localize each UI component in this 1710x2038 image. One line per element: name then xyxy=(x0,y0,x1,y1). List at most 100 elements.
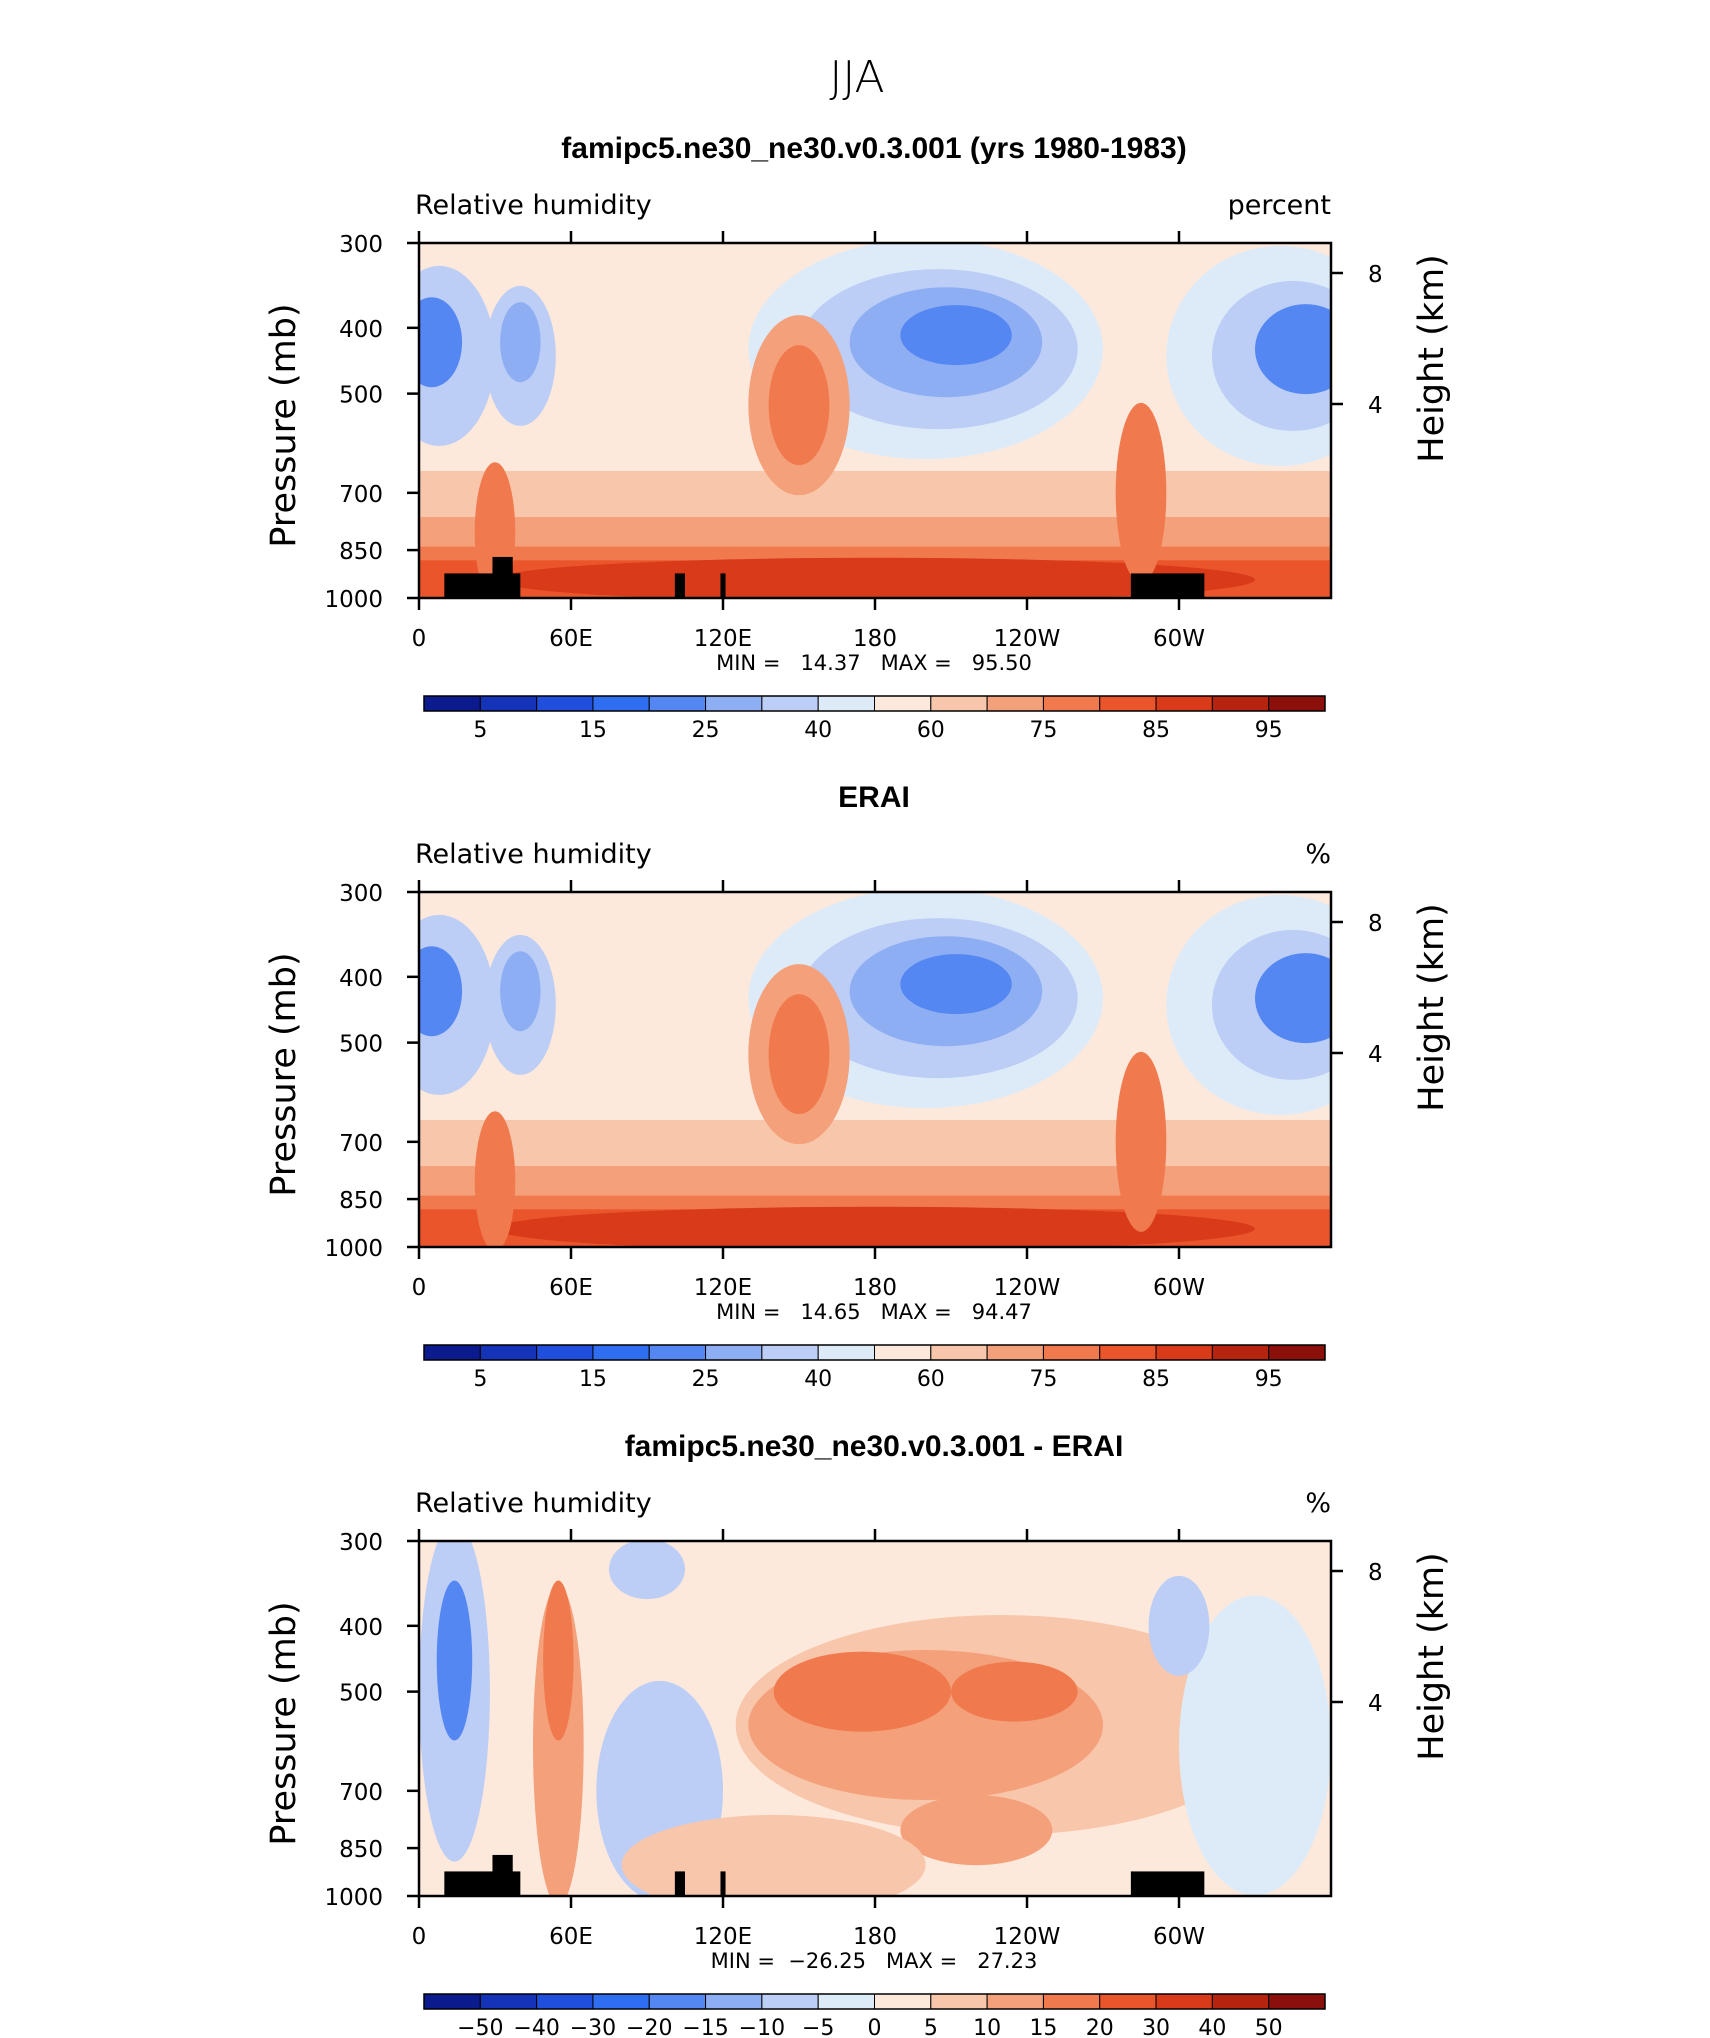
y-tick-label: 1000 xyxy=(324,1236,383,1262)
y-right-tick-label: 8 xyxy=(1368,1560,1383,1586)
positive-region xyxy=(951,1661,1078,1722)
colorbar-swatch xyxy=(1211,695,1270,712)
topography-mask xyxy=(1130,573,1205,598)
colorbar-swatch xyxy=(648,695,707,712)
colorbar-label: 30 xyxy=(1142,2016,1170,2038)
dry-region-atlantic xyxy=(1255,953,1331,1044)
y-tick-label: 400 xyxy=(339,966,383,992)
colorbar-label: 5 xyxy=(473,1367,487,1392)
colorbar-swatch xyxy=(1042,1993,1101,2010)
units-label: % xyxy=(1305,839,1331,870)
y-tick-label: 700 xyxy=(339,1131,383,1157)
topography-mask xyxy=(492,556,513,598)
colorbar-label: −20 xyxy=(626,2016,672,2038)
colorbar-swatch xyxy=(1211,1344,1270,1361)
colorbar-swatch xyxy=(817,695,875,712)
colorbar-swatch xyxy=(536,1344,594,1361)
x-tick-label: 120W xyxy=(994,1275,1061,1301)
y-right-tick-label: 8 xyxy=(1368,262,1383,288)
y-right-tick-label: 4 xyxy=(1368,1691,1383,1717)
y-tick-label: 850 xyxy=(339,539,383,565)
negative-region xyxy=(1148,1575,1210,1676)
y-tick-label: 1000 xyxy=(324,1885,383,1911)
topography-mask xyxy=(492,1854,513,1896)
panel-3: famipc5.ne30_ne30.v0.3.001 - ERAI Relativ… xyxy=(264,1430,1452,2038)
x-tick-label: 60W xyxy=(1153,1275,1205,1301)
colorbar-swatch xyxy=(930,1344,988,1361)
colorbar-swatch xyxy=(536,1993,594,2010)
y-right-tick-label: 4 xyxy=(1368,393,1383,419)
colorbar-swatch xyxy=(423,695,481,712)
colorbar-label: 50 xyxy=(1255,2016,1283,2038)
contour-field xyxy=(419,243,1331,598)
colorbar-swatch xyxy=(986,695,1044,712)
colorbar-label: 15 xyxy=(1029,2016,1057,2038)
x-tick-label: 60E xyxy=(549,1924,593,1950)
colorbar-label: 15 xyxy=(579,718,607,743)
y-right-tick-label: 4 xyxy=(1368,1042,1383,1068)
x-tick-label: 0 xyxy=(412,626,427,652)
contour-field xyxy=(419,892,1331,1247)
colorbar-label: 25 xyxy=(692,1367,720,1392)
positive-region xyxy=(621,1814,926,1896)
dry-region-atlantic xyxy=(1255,304,1331,395)
colorbar-swatch xyxy=(761,1344,819,1361)
x-tick-label: 120E xyxy=(694,1275,752,1301)
colorbar-label: 20 xyxy=(1086,2016,1114,2038)
colorbar-label: 95 xyxy=(1255,1367,1283,1392)
min-max-stats: MIN = 14.65 MAX = 94.47 xyxy=(716,1300,1032,1324)
colorbar-swatch xyxy=(536,695,594,712)
y-tick-label: 500 xyxy=(339,383,383,409)
colorbar-label: 60 xyxy=(917,1367,945,1392)
colorbar-swatch xyxy=(705,695,763,712)
colorbar-swatch xyxy=(479,695,538,712)
variable-label: Relative humidity xyxy=(415,190,652,221)
colorbar-swatch xyxy=(1155,1344,1213,1361)
colorbar-swatch xyxy=(1099,695,1157,712)
colorbar-swatch xyxy=(1099,1344,1157,1361)
colorbar-label: 15 xyxy=(579,1367,607,1392)
moist-plume xyxy=(1115,402,1167,583)
min-max-stats: MIN = 14.37 MAX = 95.50 xyxy=(716,651,1032,675)
colorbar-label: 5 xyxy=(924,2016,938,2038)
y-tick-label: 500 xyxy=(339,1032,383,1058)
y-tick-label: 300 xyxy=(339,881,383,907)
colorbar-swatch xyxy=(1211,1993,1270,2010)
y-tick-label: 850 xyxy=(339,1188,383,1214)
x-tick-label: 0 xyxy=(412,1924,427,1950)
colorbar-swatch xyxy=(817,1993,875,2010)
x-tick-label: 120W xyxy=(994,1924,1061,1950)
y-axis-title: Pressure (mb) xyxy=(264,952,304,1196)
moist-core xyxy=(495,557,1255,598)
y-tick-label: 850 xyxy=(339,1837,383,1863)
colorbar-swatch xyxy=(648,1344,707,1361)
colorbar-swatch xyxy=(423,1993,481,2010)
x-tick-label: 60E xyxy=(549,626,593,652)
moist-plume xyxy=(474,1111,516,1247)
topography-mask xyxy=(720,573,726,598)
colorbar-label: 60 xyxy=(917,718,945,743)
colorbar-swatch xyxy=(1042,695,1101,712)
y-tick-label: 300 xyxy=(339,1530,383,1556)
x-tick-label: 180 xyxy=(853,1924,897,1950)
moist-plume xyxy=(768,345,830,466)
y-tick-label: 700 xyxy=(339,482,383,508)
colorbar-label: 25 xyxy=(692,718,720,743)
colorbar-label: 75 xyxy=(1029,1367,1057,1392)
positive-region xyxy=(900,1795,1053,1866)
y-right-axis-title: Height (km) xyxy=(1412,1552,1452,1761)
colorbar-label: 40 xyxy=(1198,2016,1226,2038)
moist-plume xyxy=(1115,1051,1167,1232)
x-tick-label: 120E xyxy=(694,1924,752,1950)
x-tick-label: 0 xyxy=(412,1275,427,1301)
colorbar-label: −10 xyxy=(739,2016,785,2038)
colorbar-frame xyxy=(423,1344,1326,1361)
variable-label: Relative humidity xyxy=(415,839,652,870)
y-tick-label: 400 xyxy=(339,317,383,343)
topography-mask xyxy=(674,573,685,598)
colorbar-swatch xyxy=(705,1344,763,1361)
colorbar-swatch xyxy=(1099,1993,1157,2010)
colorbar-label: 10 xyxy=(973,2016,1001,2038)
panel-title: famipc5.ne30_ne30.v0.3.001 (yrs 1980-198… xyxy=(561,132,1186,165)
